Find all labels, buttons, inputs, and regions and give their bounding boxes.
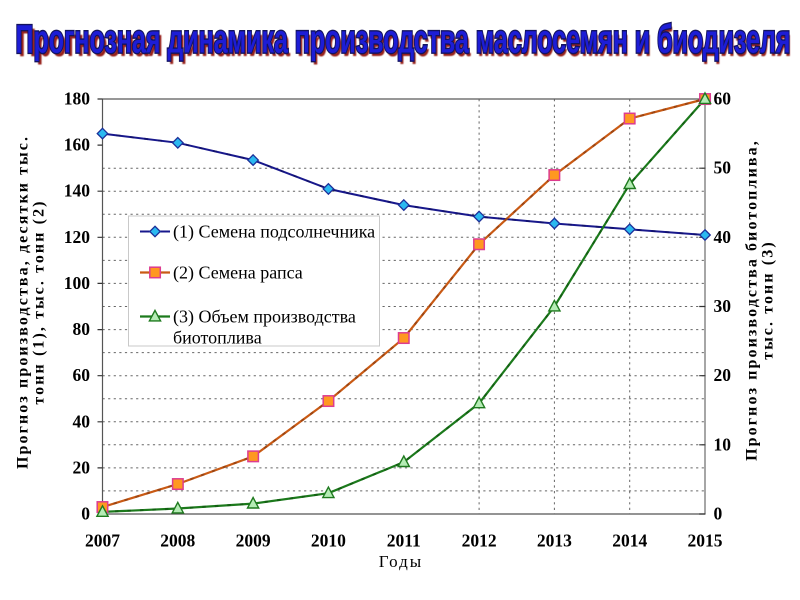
- svg-text:2007: 2007: [85, 531, 120, 551]
- svg-text:Годы: Годы: [379, 552, 423, 571]
- svg-text:0: 0: [714, 504, 723, 524]
- svg-text:(3) Объем производства: (3) Объем производства: [173, 307, 356, 328]
- svg-text:60: 60: [714, 89, 732, 109]
- svg-text:120: 120: [64, 227, 91, 247]
- svg-text:60: 60: [73, 365, 91, 385]
- svg-text:20: 20: [73, 457, 91, 477]
- svg-text:тонн (1), тыс. тонн (2): тонн (1), тыс. тонн (2): [31, 199, 48, 404]
- svg-text:2012: 2012: [462, 531, 497, 551]
- svg-text:100: 100: [64, 273, 91, 293]
- svg-text:30: 30: [714, 296, 732, 316]
- svg-text:0: 0: [81, 504, 90, 524]
- svg-text:Прогноз производства, десятки: Прогноз производства, десятки тыс.: [15, 135, 32, 469]
- svg-text:Прогноз производства биотоплив: Прогноз производства биотоплива,: [744, 139, 761, 461]
- svg-text:Прогнозная динамика производст: Прогнозная динамика производства маслосе…: [19, 19, 792, 64]
- svg-text:(2) Семена рапса: (2) Семена рапса: [173, 263, 303, 284]
- svg-text:2010: 2010: [311, 531, 346, 551]
- svg-text:(1) Семена подсолнечника: (1) Семена подсолнечника: [173, 222, 375, 243]
- svg-text:50: 50: [714, 158, 732, 178]
- svg-text:140: 140: [64, 181, 91, 201]
- svg-text:80: 80: [73, 319, 91, 339]
- svg-text:180: 180: [64, 89, 91, 109]
- svg-text:2009: 2009: [236, 531, 271, 551]
- svg-text:2013: 2013: [537, 531, 572, 551]
- svg-text:тыс. тонн (3): тыс. тонн (3): [760, 240, 777, 360]
- svg-text:биотоплива: биотоплива: [173, 328, 262, 348]
- svg-text:10: 10: [714, 434, 732, 454]
- svg-text:2011: 2011: [387, 531, 421, 551]
- svg-text:2008: 2008: [160, 531, 195, 551]
- svg-text:20: 20: [714, 365, 732, 385]
- svg-text:40: 40: [73, 411, 91, 431]
- svg-text:160: 160: [64, 135, 91, 155]
- svg-text:Прогнозная динамика производст: Прогнозная динамика производства маслосе…: [16, 16, 791, 61]
- svg-text:2015: 2015: [688, 531, 723, 551]
- svg-text:2014: 2014: [612, 531, 647, 551]
- svg-text:40: 40: [714, 227, 732, 247]
